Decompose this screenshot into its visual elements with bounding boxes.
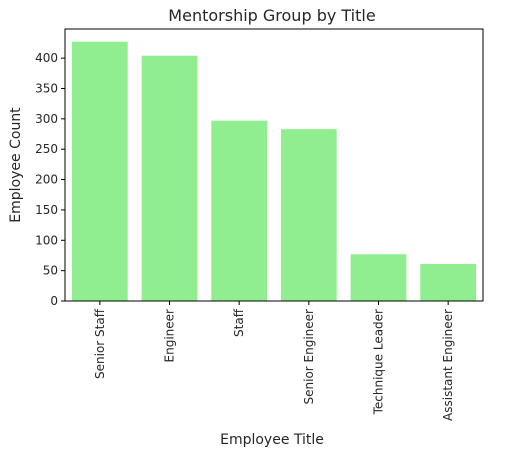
x-tick-label-3: Senior Engineer	[302, 309, 316, 405]
chart-title: Mentorship Group by Title	[168, 6, 375, 25]
x-tick-label-4: Technique Leader	[372, 309, 386, 415]
y-tick-label-8: 400	[35, 51, 58, 65]
plot-frame	[64, 28, 484, 302]
y-tick-label-1: 50	[43, 264, 58, 278]
y-tick-label-6: 300	[35, 112, 58, 126]
bar-0	[71, 41, 128, 301]
bar-4	[350, 254, 407, 301]
bars-group	[71, 41, 477, 302]
x-axis: Senior Staff Engineer Staff Senior Engineer…	[93, 301, 455, 421]
y-tick-label-2: 100	[35, 233, 58, 247]
y-tick-label-3: 150	[35, 203, 58, 217]
x-tick-label-1: Engineer	[163, 309, 177, 363]
bar-1	[141, 55, 198, 302]
y-tick-label-0: 0	[50, 294, 58, 308]
x-tick-label-5: Assistant Engineer	[441, 309, 455, 421]
bar-3	[280, 129, 337, 301]
y-tick-label-7: 350	[35, 82, 58, 96]
y-tick-label-4: 200	[35, 173, 58, 187]
x-tick-label-0: Senior Staff	[93, 308, 107, 379]
x-axis-label: Employee Title	[220, 432, 324, 448]
bar-2	[211, 120, 268, 302]
bar-5	[420, 263, 477, 301]
y-axis: 0 50 100 150 200 250 300 350 400	[35, 51, 65, 308]
y-axis-label: Employee Count	[8, 107, 24, 223]
y-tick-label-5: 250	[35, 142, 58, 156]
x-tick-label-2: Staff	[232, 308, 246, 337]
